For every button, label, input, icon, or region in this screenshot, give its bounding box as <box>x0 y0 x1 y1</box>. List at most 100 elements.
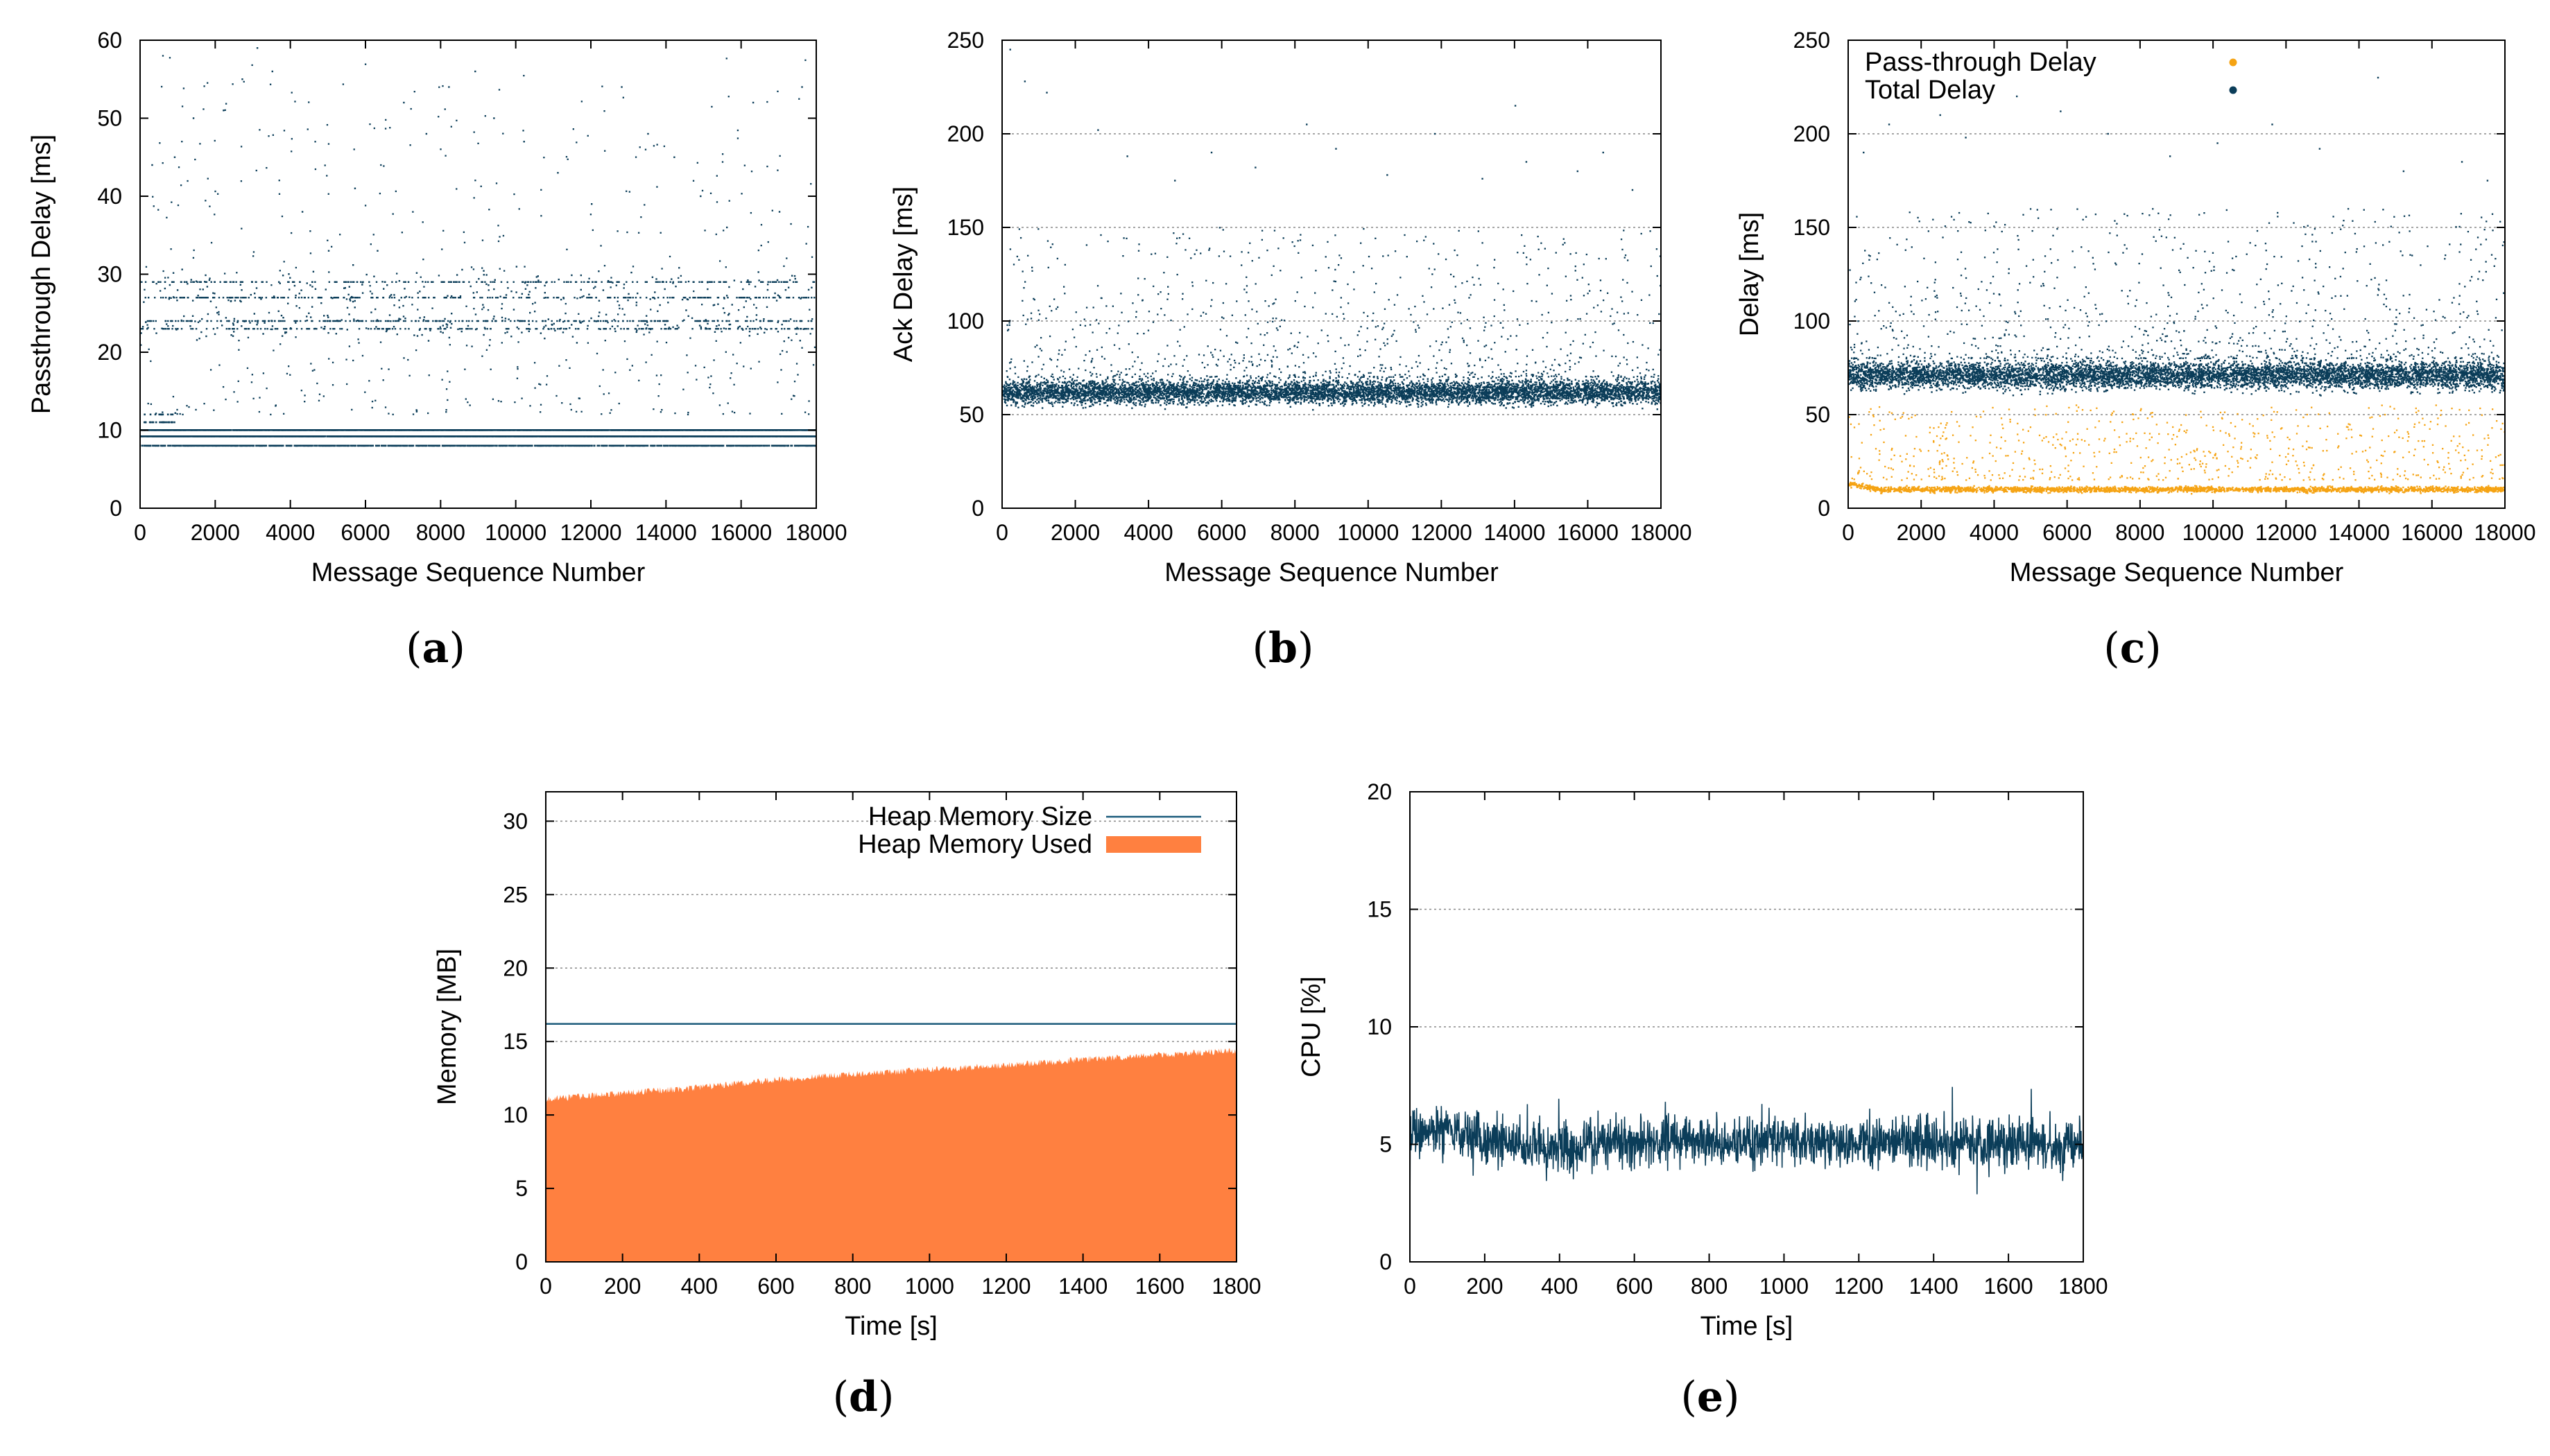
data-point <box>565 281 568 283</box>
data-point <box>560 444 562 447</box>
data-point <box>520 297 522 299</box>
data-point <box>503 444 506 447</box>
data-point <box>766 429 768 431</box>
data-point <box>202 288 204 291</box>
data-point <box>746 297 749 299</box>
data-point <box>450 295 453 297</box>
data-point <box>485 274 488 276</box>
data-point <box>277 281 280 283</box>
data-point <box>423 444 425 447</box>
data-point <box>155 421 157 424</box>
data-point <box>793 320 795 322</box>
data-point <box>155 282 157 285</box>
data-point <box>388 297 390 299</box>
data-point <box>750 281 752 283</box>
data-point <box>802 328 804 330</box>
data-point <box>332 328 334 330</box>
data-point <box>795 363 798 365</box>
data-point <box>747 281 749 283</box>
data-point <box>378 444 380 447</box>
data-point <box>481 444 483 447</box>
data-point <box>662 320 664 322</box>
data-point <box>150 320 153 322</box>
data-point <box>255 287 258 289</box>
data-point <box>685 309 687 311</box>
data-point <box>708 444 710 447</box>
data-point <box>358 444 361 447</box>
data-point <box>639 297 641 299</box>
data-point <box>232 335 234 337</box>
data-point <box>374 308 377 311</box>
data-point <box>439 320 441 322</box>
data-point <box>494 281 496 283</box>
data-point <box>524 281 526 283</box>
data-point <box>231 297 233 299</box>
data-point <box>339 320 341 322</box>
data-point <box>155 444 157 447</box>
data-point <box>235 281 237 283</box>
data-point <box>528 291 531 293</box>
data-point <box>648 328 650 330</box>
data-point <box>394 328 397 330</box>
data-point <box>391 328 394 330</box>
data-point <box>776 444 779 447</box>
data-point <box>704 320 706 322</box>
data-point <box>696 320 698 322</box>
data-point <box>259 297 261 299</box>
data-point <box>376 444 379 447</box>
data-point <box>454 297 456 299</box>
data-point <box>798 297 800 299</box>
data-point <box>164 328 167 330</box>
data-point <box>580 281 583 283</box>
data-point <box>481 281 483 283</box>
data-point <box>158 413 161 416</box>
data-point <box>474 328 477 331</box>
data-point <box>162 421 165 424</box>
data-point <box>204 297 206 299</box>
data-point <box>755 314 758 316</box>
data-point <box>307 297 310 299</box>
data-point <box>748 283 750 286</box>
data-point <box>146 320 149 322</box>
data-point <box>409 429 412 431</box>
data-point <box>205 429 208 431</box>
data-point <box>269 83 272 85</box>
data-point <box>646 321 648 323</box>
data-point <box>533 310 536 313</box>
data-point <box>791 275 793 277</box>
data-point <box>393 325 395 328</box>
data-point <box>288 273 290 275</box>
data-point <box>277 320 280 322</box>
data-point <box>794 277 796 280</box>
data-point <box>794 328 796 330</box>
data-point <box>761 281 764 283</box>
data-point <box>615 284 618 286</box>
data-point <box>449 281 451 283</box>
data-point <box>542 444 545 447</box>
data-point <box>796 327 798 329</box>
data-point <box>337 429 340 431</box>
data-point <box>236 328 239 330</box>
data-point <box>467 324 469 327</box>
data-point <box>591 297 593 299</box>
data-point <box>263 320 265 322</box>
data-point <box>296 444 299 447</box>
data-point <box>212 328 215 330</box>
data-point <box>286 444 288 447</box>
data-point <box>252 328 255 330</box>
data-point <box>449 320 451 322</box>
data-point <box>740 281 742 283</box>
data-point <box>226 320 228 322</box>
data-point <box>445 444 447 447</box>
data-point <box>742 288 744 291</box>
data-point <box>218 313 220 315</box>
data-point <box>774 297 776 299</box>
data-point <box>543 297 545 299</box>
data-point <box>362 281 364 283</box>
data-point <box>481 297 483 299</box>
data-point <box>799 340 801 342</box>
data-point <box>219 281 221 283</box>
data-point <box>779 297 781 299</box>
data-point <box>506 444 508 447</box>
data-point <box>304 444 307 447</box>
